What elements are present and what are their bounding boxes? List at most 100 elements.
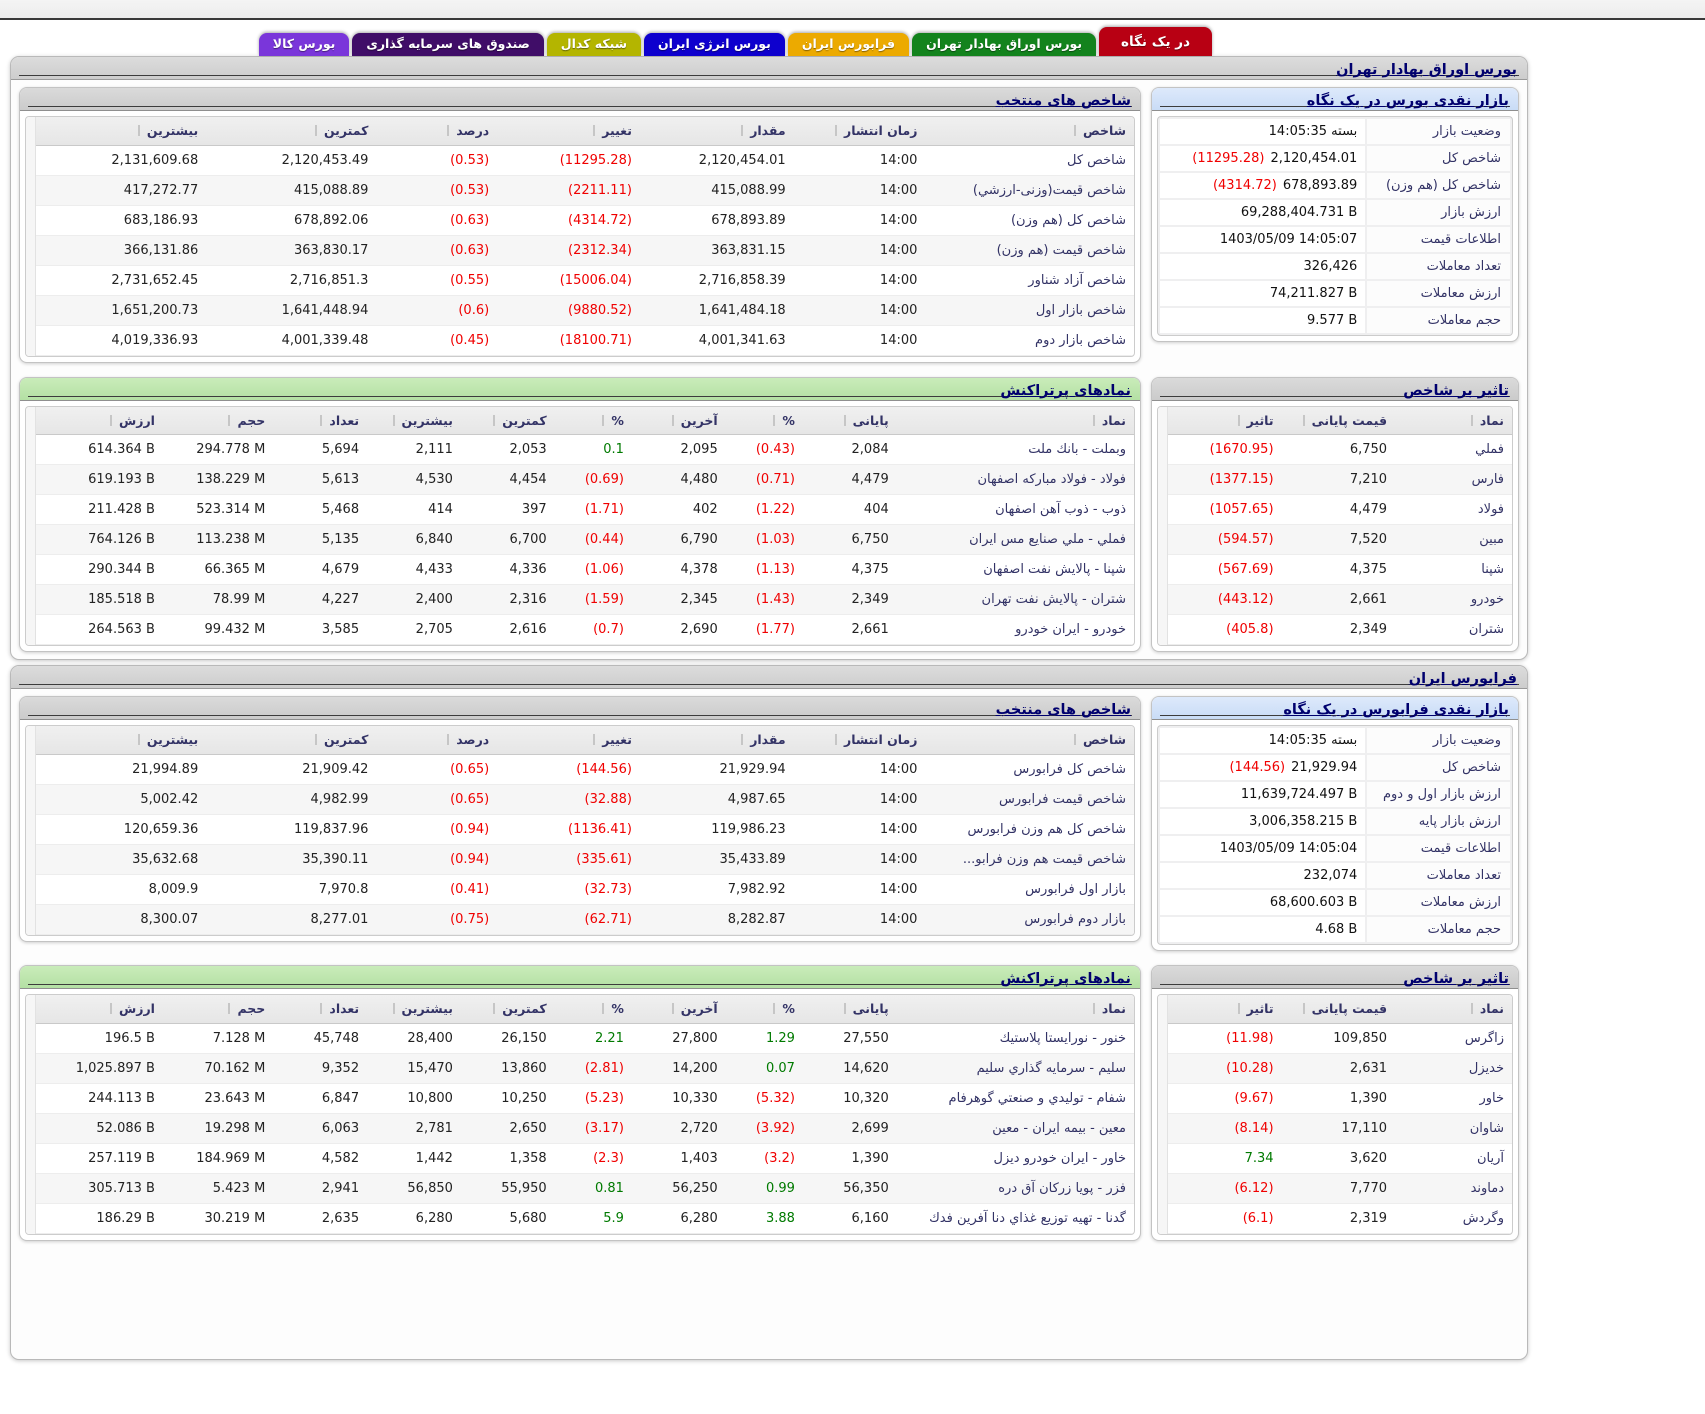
- symbol-link[interactable]: شاخص کل: [925, 145, 1134, 176]
- symbol-link[interactable]: شاخص قیمت هم وزن فرابو...: [925, 844, 1134, 875]
- column-header[interactable]: تاثیر: [1168, 995, 1282, 1024]
- symbol-link[interactable]: خودرو - ايران خودرو: [896, 614, 1134, 645]
- column-header[interactable]: نماد: [896, 995, 1134, 1024]
- column-header[interactable]: مقدار: [639, 726, 794, 755]
- column-header[interactable]: قیمت پایانی: [1281, 406, 1396, 435]
- bourse-trades-title[interactable]: نمادهای پرتراکنش: [1000, 382, 1131, 399]
- farabourse-impact-title[interactable]: تاثیر بر شاخص: [1403, 971, 1509, 987]
- column-header[interactable]: شاخص: [925, 726, 1134, 755]
- column-header[interactable]: بیشترین: [36, 117, 207, 146]
- symbol-link[interactable]: خاور - ایران خودرو دیزل: [896, 1143, 1134, 1174]
- symbol-link[interactable]: شاخص کل (هم وزن): [925, 205, 1134, 236]
- column-header[interactable]: نماد: [896, 406, 1134, 435]
- column-header[interactable]: %: [554, 406, 632, 435]
- symbol-link[interactable]: خودرو: [1395, 584, 1512, 615]
- column-header[interactable]: نماد: [1395, 406, 1512, 435]
- symbol-link[interactable]: شاخص بازار دوم: [925, 325, 1134, 356]
- bourse-summary-title[interactable]: بازار نقدی بورس در یک نگاه: [1306, 93, 1509, 109]
- symbol-link[interactable]: شپنا: [1395, 554, 1512, 585]
- farabourse-summary-title[interactable]: بازار نقدی فرابورس در یک نگاه: [1283, 702, 1509, 718]
- value-cell: 2,705: [367, 614, 461, 645]
- column-header[interactable]: تاثیر: [1168, 406, 1282, 435]
- symbol-link[interactable]: شاخص کل هم وزن فرابورس: [925, 814, 1134, 845]
- column-header[interactable]: تغییر: [497, 117, 640, 146]
- column-header[interactable]: کمترین: [460, 406, 555, 435]
- farabourse-section-title[interactable]: فرابورس ایران: [1408, 671, 1517, 687]
- farabourse-indices-title[interactable]: شاخص های منتخب: [995, 702, 1131, 718]
- tab-iran-farabourse[interactable]: فرابورس ایران: [787, 33, 910, 56]
- column-header[interactable]: زمان انتشار: [793, 117, 926, 146]
- column-header[interactable]: آخرین: [631, 406, 726, 435]
- symbol-link[interactable]: زاگرس: [1395, 1023, 1512, 1054]
- column-header[interactable]: تعداد: [273, 406, 368, 435]
- tab-tehran-stock-exchange[interactable]: بورس اوراق بهادار تهران: [912, 33, 1097, 56]
- column-header[interactable]: زمان انتشار: [793, 726, 926, 755]
- value-cell: 1.29: [725, 1023, 803, 1054]
- column-header[interactable]: بیشترین: [36, 726, 207, 755]
- symbol-link[interactable]: فولاد: [1395, 494, 1512, 525]
- column-header[interactable]: کمترین: [206, 117, 377, 146]
- column-header[interactable]: قیمت پایانی: [1281, 995, 1396, 1024]
- column-header[interactable]: درصد: [376, 726, 498, 755]
- symbol-link[interactable]: دماوند: [1395, 1173, 1512, 1204]
- symbol-link[interactable]: شاخص قیمت(وزنی-ارزشي): [925, 175, 1134, 206]
- symbol-link[interactable]: شتران: [1395, 614, 1512, 645]
- column-header[interactable]: بیشترین: [367, 406, 461, 435]
- column-header[interactable]: پایانی: [802, 995, 897, 1024]
- symbol-link[interactable]: شاوان: [1395, 1113, 1512, 1144]
- symbol-link[interactable]: فملي: [1395, 434, 1512, 465]
- symbol-link[interactable]: معین - بیمه ایران - معین: [896, 1113, 1134, 1144]
- bourse-section-title[interactable]: بورس اوراق بهادار تهران: [1336, 62, 1517, 78]
- symbol-link[interactable]: شپنا - پالايش نفت اصفهان: [896, 554, 1134, 585]
- symbol-link[interactable]: خاور: [1395, 1083, 1512, 1114]
- symbol-link[interactable]: شاخص قیمت (هم وزن): [925, 235, 1134, 266]
- column-header[interactable]: حجم: [162, 995, 274, 1024]
- symbol-link[interactable]: خدیزل: [1395, 1053, 1512, 1084]
- column-header[interactable]: کمترین: [460, 995, 555, 1024]
- column-header[interactable]: کمترین: [206, 726, 377, 755]
- symbol-link[interactable]: سلیم - سرمایه گذاري سلیم: [896, 1053, 1134, 1084]
- symbol-link[interactable]: بازار دوم فرابورس: [925, 904, 1134, 935]
- symbol-link[interactable]: شاخص بازار اول: [925, 295, 1134, 326]
- column-header[interactable]: %: [725, 995, 803, 1024]
- symbol-link[interactable]: شتران - پالايش نفت تهران: [896, 584, 1134, 615]
- column-header[interactable]: تعداد: [273, 995, 368, 1024]
- symbol-link[interactable]: وگردش: [1395, 1203, 1512, 1234]
- symbol-link[interactable]: شاخص قیمت فرابورس: [925, 784, 1134, 815]
- column-header[interactable]: %: [725, 406, 803, 435]
- farabourse-trades-title[interactable]: نمادهای پرتراکنش: [1000, 971, 1131, 987]
- bourse-impact-title[interactable]: تاثیر بر شاخص: [1403, 382, 1509, 399]
- column-header[interactable]: پایانی: [802, 406, 897, 435]
- column-header[interactable]: شاخص: [925, 117, 1134, 146]
- tab-at-a-glance[interactable]: در یک نگاه: [1099, 27, 1212, 56]
- column-header[interactable]: حجم: [162, 406, 274, 435]
- column-header[interactable]: بیشترین: [367, 995, 461, 1024]
- symbol-link[interactable]: ذوب - ذوب آهن اصفهان: [896, 494, 1134, 525]
- column-header[interactable]: نماد: [1395, 995, 1512, 1024]
- symbol-link[interactable]: خنور - نورایستا پلاستیك: [896, 1023, 1134, 1054]
- symbol-link[interactable]: گدنا - تهیه توزیع غذاي دنا آفرین فدك: [896, 1203, 1134, 1234]
- symbol-link[interactable]: شاخص آزاد شناور: [925, 265, 1134, 296]
- column-header[interactable]: ارزش: [36, 406, 163, 435]
- symbol-link[interactable]: فولاد - فولاد مباركه اصفهان: [896, 464, 1134, 495]
- column-header[interactable]: آخرین: [631, 995, 726, 1024]
- column-header[interactable]: %: [554, 995, 632, 1024]
- tab-commodity-exchange[interactable]: بورس کالا: [258, 33, 350, 56]
- column-header[interactable]: تغییر: [497, 726, 640, 755]
- column-header[interactable]: مقدار: [639, 117, 794, 146]
- symbol-link[interactable]: وبملت - بانك ملت: [896, 434, 1134, 465]
- symbol-link[interactable]: فارس: [1395, 464, 1512, 495]
- bourse-indices-title[interactable]: شاخص های منتخب: [995, 93, 1131, 109]
- column-header[interactable]: درصد: [376, 117, 498, 146]
- tab-iran-energy-exchange[interactable]: بورس انرژی ایران: [644, 33, 785, 56]
- symbol-link[interactable]: شفام - تولیدي و صنعتي گوهرفام: [896, 1083, 1134, 1114]
- symbol-link[interactable]: فزر - پویا زرکان آق دره: [896, 1173, 1134, 1204]
- column-header[interactable]: ارزش: [36, 995, 163, 1024]
- symbol-link[interactable]: شاخص کل فرابورس: [925, 754, 1134, 785]
- symbol-link[interactable]: فملي - ملي صنايع مس ايران: [896, 524, 1134, 555]
- symbol-link[interactable]: مبین: [1395, 524, 1512, 555]
- tab-investment-funds[interactable]: صندوق های سرمایه گذاری: [352, 33, 544, 56]
- symbol-link[interactable]: آریان: [1395, 1143, 1512, 1174]
- tab-codal-network[interactable]: شبکه کدال: [546, 33, 642, 56]
- symbol-link[interactable]: بازار اول فرابورس: [925, 874, 1134, 905]
